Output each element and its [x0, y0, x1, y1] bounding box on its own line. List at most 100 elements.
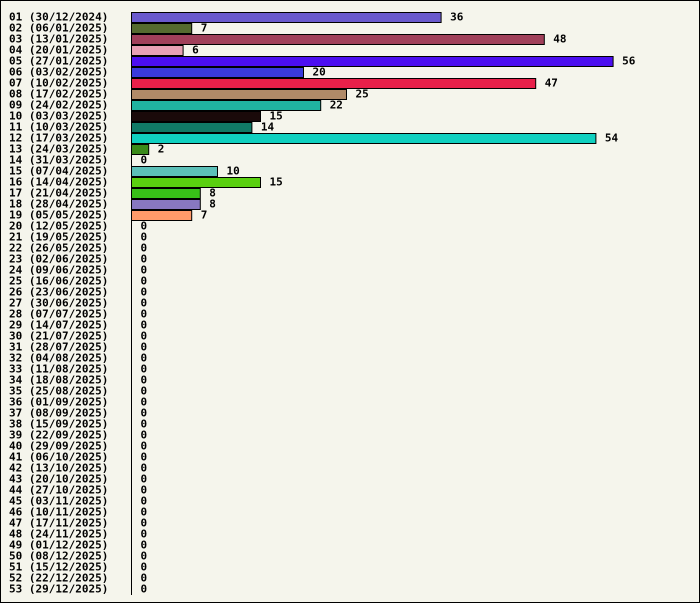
value-label: 47: [545, 77, 558, 90]
bar: [131, 122, 253, 133]
category-label: 34 (18/08/2025): [9, 374, 108, 387]
bar: [131, 188, 201, 199]
category-label: 28 (07/07/2025): [9, 308, 108, 321]
value-label: 2: [158, 143, 165, 156]
category-label: 33 (11/08/2025): [9, 363, 108, 376]
bar: [131, 78, 537, 89]
value-label: 15: [270, 176, 283, 189]
value-label: 0: [141, 407, 148, 420]
category-label: 39 (22/09/2025): [9, 429, 108, 442]
category-label: 07 (10/02/2025): [9, 77, 108, 90]
bar: [131, 133, 597, 144]
category-label: 29 (14/07/2025): [9, 319, 108, 332]
bar: [131, 56, 614, 67]
value-label: 0: [141, 462, 148, 475]
value-label: 0: [141, 264, 148, 277]
value-label: 0: [141, 319, 148, 332]
category-label: 17 (21/04/2025): [9, 187, 108, 200]
category-label: 18 (28/04/2025): [9, 198, 108, 211]
value-label: 0: [141, 286, 148, 299]
category-label: 49 (01/12/2025): [9, 539, 108, 552]
value-label: 0: [141, 330, 148, 343]
value-label: 22: [330, 99, 343, 112]
bar: [131, 111, 261, 122]
bar: [131, 199, 201, 210]
category-label: 32 (04/08/2025): [9, 352, 108, 365]
value-label: 10: [227, 165, 240, 178]
category-label: 12 (17/03/2025): [9, 132, 108, 145]
category-label: 14 (31/03/2025): [9, 154, 108, 167]
bar: [131, 23, 193, 34]
category-label: 02 (06/01/2025): [9, 22, 108, 35]
value-label: 0: [141, 418, 148, 431]
value-label: 0: [141, 561, 148, 574]
category-label: 22 (26/05/2025): [9, 242, 108, 255]
value-label: 0: [141, 396, 148, 409]
category-label: 50 (08/12/2025): [9, 550, 108, 563]
value-label: 6: [192, 44, 199, 57]
value-label: 8: [209, 198, 216, 211]
category-label: 42 (13/10/2025): [9, 462, 108, 475]
value-label: 0: [141, 220, 148, 233]
value-label: 0: [141, 539, 148, 552]
value-label: 54: [605, 132, 619, 145]
category-label: 38 (15/09/2025): [9, 418, 108, 431]
category-label: 09 (24/02/2025): [9, 99, 108, 112]
value-label: 0: [141, 528, 148, 541]
category-label: 51 (15/12/2025): [9, 561, 108, 574]
bar: [131, 166, 218, 177]
category-label: 04 (20/01/2025): [9, 44, 108, 57]
category-label: 16 (14/04/2025): [9, 176, 108, 189]
value-label: 8: [209, 187, 216, 200]
category-label: 53 (29/12/2025): [9, 583, 108, 596]
category-label: 30 (21/07/2025): [9, 330, 108, 343]
category-label: 25 (16/06/2025): [9, 275, 108, 288]
value-label: 0: [141, 242, 148, 255]
value-label: 0: [141, 429, 148, 442]
value-label: 0: [141, 154, 148, 167]
value-label: 0: [141, 473, 148, 486]
category-label: 37 (08/09/2025): [9, 407, 108, 420]
category-label: 35 (25/08/2025): [9, 385, 108, 398]
value-label: 0: [141, 572, 148, 585]
value-label: 48: [553, 33, 566, 46]
category-label: 08 (17/02/2025): [9, 88, 108, 101]
category-label: 10 (03/03/2025): [9, 110, 108, 123]
category-label: 36 (01/09/2025): [9, 396, 108, 409]
value-label: 0: [141, 550, 148, 563]
value-label: 0: [141, 440, 148, 453]
value-label: 56: [622, 55, 636, 68]
value-label: 0: [141, 506, 148, 519]
category-labels-layer: 01 (30/12/2024)02 (06/01/2025)03 (13/01/…: [9, 11, 108, 596]
category-label: 06 (03/02/2025): [9, 66, 108, 79]
category-label: 21 (19/05/2025): [9, 231, 108, 244]
category-label: 43 (20/10/2025): [9, 473, 108, 486]
value-label: 0: [141, 352, 148, 365]
value-label: 0: [141, 275, 148, 288]
value-label: 0: [141, 374, 148, 387]
value-label: 0: [141, 253, 148, 266]
category-label: 27 (30/06/2025): [9, 297, 108, 310]
category-label: 44 (27/10/2025): [9, 484, 108, 497]
category-label: 19 (05/05/2025): [9, 209, 108, 222]
value-label: 7: [201, 209, 208, 222]
bar: [131, 177, 261, 188]
bar: [131, 45, 184, 56]
value-label: 7: [201, 22, 208, 35]
category-label: 31 (28/07/2025): [9, 341, 108, 354]
value-label: 0: [141, 231, 148, 244]
value-label: 0: [141, 341, 148, 354]
bar: [131, 67, 304, 78]
category-label: 41 (06/10/2025): [9, 451, 108, 464]
value-label: 0: [141, 451, 148, 464]
value-label: 14: [261, 121, 275, 134]
value-label: 0: [141, 517, 148, 530]
value-label: 0: [141, 297, 148, 310]
value-label: 0: [141, 583, 148, 596]
category-label: 13 (24/03/2025): [9, 143, 108, 156]
category-label: 11 (10/03/2025): [9, 121, 108, 134]
value-label: 20: [313, 66, 326, 79]
category-label: 52 (22/12/2025): [9, 572, 108, 585]
